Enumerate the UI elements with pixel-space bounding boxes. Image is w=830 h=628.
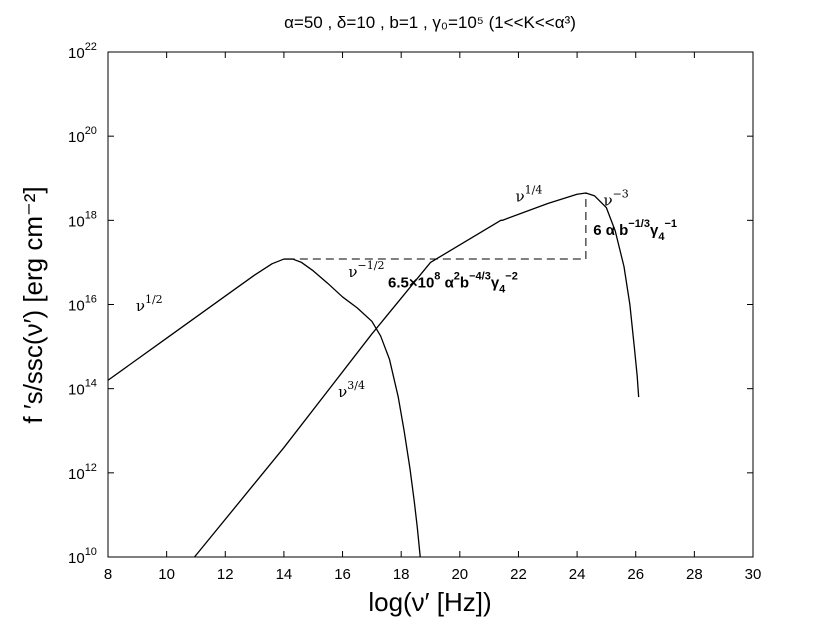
x-tick-label: 16 bbox=[334, 566, 351, 583]
y-tick-label: 1012 bbox=[68, 462, 97, 483]
x-tick-label: 22 bbox=[510, 566, 527, 583]
x-tick-label: 12 bbox=[217, 566, 234, 583]
annotation-label: ν1/2 bbox=[136, 293, 163, 315]
y-tick-label: 1022 bbox=[68, 41, 97, 62]
x-tick-label: 14 bbox=[276, 566, 293, 583]
x-tick-label: 26 bbox=[627, 566, 644, 583]
annotation-label: 6.5×108 α2b−4/3γ4−2 bbox=[388, 271, 518, 296]
x-tick-label: 8 bbox=[104, 566, 112, 583]
y-tick-label: 1016 bbox=[68, 294, 97, 315]
spectrum-curves bbox=[107, 192, 640, 558]
x-tick-label: 20 bbox=[451, 566, 468, 583]
dashed-guides bbox=[286, 192, 587, 260]
y-tick-label: 1010 bbox=[68, 546, 97, 567]
annotation-label: ν−3 bbox=[603, 188, 628, 210]
y-tick-label: 1014 bbox=[68, 378, 97, 399]
x-tick-label: 10 bbox=[158, 566, 175, 583]
y-axis-title: f ′s/ssc(ν′) [erg cm⁻²] bbox=[18, 186, 48, 423]
annotation-label: ν−1/2 bbox=[348, 259, 384, 281]
annotation-label: 6 α b−1/3γ4−1 bbox=[593, 218, 677, 243]
axis-ticks: 8 10 12 14 16 18 20 22 24 26 28 3010101012101410161… bbox=[68, 41, 761, 583]
y-tick-label: 1020 bbox=[68, 125, 97, 146]
x-tick-label: 24 bbox=[569, 566, 586, 583]
slope-annotations: ν1/2 ν3/4 ν−1/2 ν1/4 ν−3 6.5×108 α2b−4/3γ4−2 6… bbox=[136, 183, 677, 401]
annotation-label: ν3/4 bbox=[338, 379, 365, 401]
synchrotron-curve bbox=[107, 258, 421, 558]
x-tick-label: 18 bbox=[393, 566, 410, 583]
chart-title: α=50 , δ=10 , b=1 , γ₀=10⁵ (1<<K<<α³) bbox=[284, 13, 576, 32]
x-tick-label: 30 bbox=[745, 566, 762, 583]
x-tick-label: 28 bbox=[686, 566, 703, 583]
y-tick-label: 1018 bbox=[68, 209, 97, 230]
x-axis-title: log(ν′ [Hz]) bbox=[368, 587, 491, 617]
ssc-curve bbox=[193, 192, 640, 558]
plot-frame bbox=[107, 51, 754, 558]
annotation-label: ν1/4 bbox=[516, 183, 543, 205]
